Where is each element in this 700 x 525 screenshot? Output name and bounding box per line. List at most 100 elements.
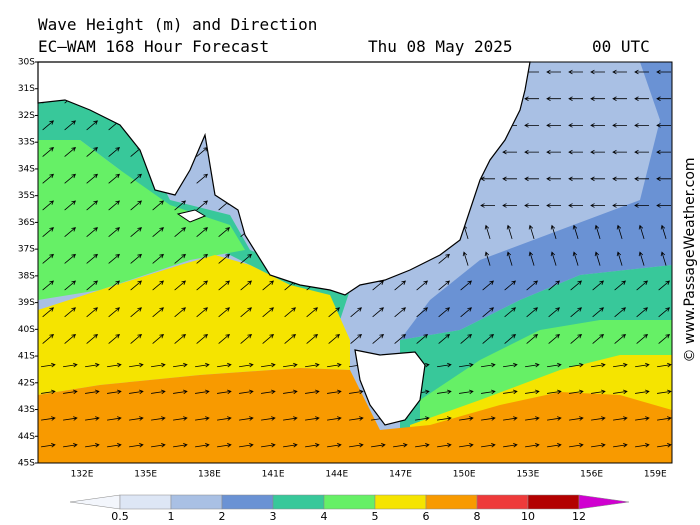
- legend-swatch: [221, 494, 274, 510]
- arrow: [590, 203, 605, 208]
- arrow: [151, 389, 166, 395]
- sea-orange-west: [38, 368, 430, 463]
- arrow: [657, 389, 672, 395]
- arrow: [546, 203, 561, 208]
- arrow: [42, 280, 54, 291]
- lat-label: 33S: [18, 138, 35, 148]
- arrow: [196, 227, 208, 238]
- arrow: [218, 227, 230, 238]
- arrow: [636, 307, 648, 318]
- arrow: [130, 253, 142, 264]
- arrow: [503, 362, 518, 368]
- arrow: [572, 251, 579, 266]
- arrow: [568, 149, 583, 155]
- lat-label: 41S: [18, 352, 35, 362]
- arrow: [656, 69, 671, 75]
- arrow: [217, 389, 232, 395]
- legend-high-end: [578, 494, 630, 510]
- sea-yellow-west: [38, 255, 350, 395]
- arrow: [546, 123, 561, 128]
- arrow: [108, 147, 120, 157]
- arrow: [656, 149, 671, 155]
- arrow: [85, 389, 100, 395]
- arrow: [591, 389, 606, 395]
- arrow: [108, 253, 120, 264]
- lat-label: 45S: [18, 459, 35, 469]
- legend-swatch: [170, 494, 223, 510]
- lon-label: 132E: [71, 470, 94, 480]
- arrow: [546, 96, 561, 101]
- arrow: [350, 333, 362, 344]
- arrow: [174, 200, 186, 211]
- arrow: [504, 307, 516, 318]
- arrow: [502, 149, 517, 155]
- arrow: [42, 253, 54, 264]
- arrow: [108, 227, 120, 238]
- arrow: [656, 123, 671, 128]
- arrow: [261, 416, 276, 421]
- arrow: [460, 333, 472, 344]
- arrow: [502, 203, 517, 208]
- lon-label: 159E: [644, 470, 667, 480]
- arrow: [591, 443, 606, 448]
- arrow: [306, 333, 318, 344]
- arrow: [503, 389, 518, 395]
- arrow: [41, 416, 56, 421]
- arrow: [349, 443, 364, 448]
- arrow: [437, 362, 452, 368]
- arrow: [592, 333, 604, 344]
- ticks: 30S 31S 32S 33S 34S 35S 36S 37S 38S 39S 40S 41S 42S 4…: [18, 58, 667, 480]
- arrow: [217, 416, 232, 421]
- arrow: [195, 389, 210, 395]
- legend-swatch: [527, 494, 580, 510]
- legend-low-end: [69, 494, 121, 510]
- arrow: [590, 69, 605, 75]
- arrow: [570, 280, 582, 291]
- arrow: [174, 333, 186, 344]
- arrow: [151, 416, 166, 421]
- arrow: [306, 307, 318, 318]
- arrow: [130, 307, 142, 318]
- arrow: [437, 416, 452, 421]
- arrow: [328, 307, 340, 318]
- arrow: [86, 333, 98, 344]
- arrow: [636, 333, 648, 344]
- land-tasmania: [354, 349, 426, 426]
- arrow: [349, 389, 364, 395]
- arrow: [594, 251, 601, 266]
- arrow: [590, 176, 605, 182]
- arrow: [63, 389, 78, 395]
- arrow: [42, 333, 54, 344]
- lon-label: 150E: [453, 470, 476, 480]
- arrow: [284, 307, 296, 318]
- arrow: [658, 307, 670, 318]
- arrow: [240, 307, 252, 318]
- arrow: [572, 224, 579, 240]
- arrow: [656, 176, 671, 182]
- arrow: [42, 227, 54, 238]
- arrow: [638, 251, 645, 266]
- arrow: [546, 149, 561, 155]
- arrow: [261, 389, 276, 395]
- sea-green-west: [38, 140, 245, 300]
- arrow: [503, 443, 518, 448]
- arrow: [416, 333, 428, 344]
- arrow: [525, 389, 540, 395]
- arrow: [283, 416, 298, 421]
- arrow: [174, 307, 186, 318]
- arrow: [484, 224, 491, 240]
- arrow: [196, 280, 208, 291]
- arrow: [547, 416, 562, 421]
- map-area: [37, 61, 673, 464]
- arrow: [41, 389, 56, 395]
- arrow: [173, 416, 188, 421]
- arrow: [438, 333, 450, 344]
- lat-label: 36S: [18, 218, 35, 228]
- arrow: [524, 149, 539, 155]
- legend: 0.5 1 2 3 4 5 6 8 10 12: [69, 494, 630, 523]
- arrow: [504, 333, 516, 344]
- arrow: [568, 69, 583, 75]
- arrow: [196, 173, 208, 184]
- model: EC—WAM 168 Hour Forecast: [38, 37, 269, 56]
- land-australia: [37, 61, 531, 296]
